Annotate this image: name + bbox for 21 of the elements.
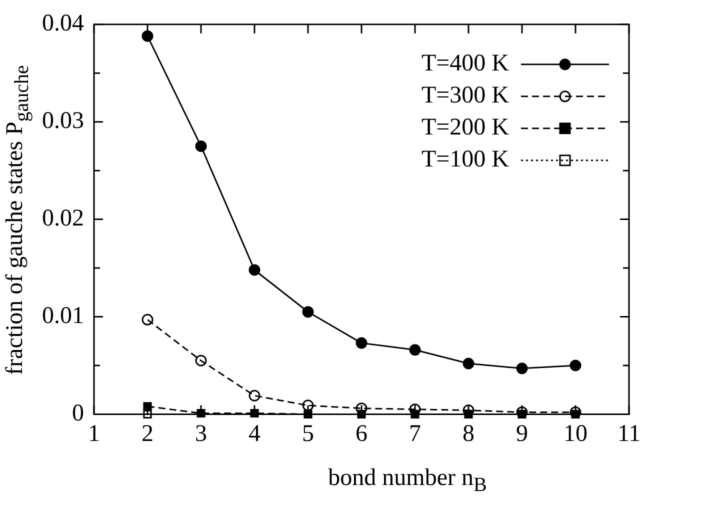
y-tick-label: 0.03 xyxy=(42,108,84,134)
x-tick-label: 5 xyxy=(302,420,314,447)
x-tick-label: 7 xyxy=(409,420,421,447)
x-tick-label: 10 xyxy=(564,420,588,447)
legend-label: T=200 K xyxy=(421,114,510,141)
x-tick-label: 6 xyxy=(356,420,368,447)
x-tick-label: 4 xyxy=(248,420,260,447)
x-axis-title: bond number n$_{B}$ xyxy=(327,465,488,497)
x-tick-label: 9 xyxy=(516,420,528,447)
x-tick-label: 3 xyxy=(195,420,207,447)
x-tick-label: 8 xyxy=(462,420,474,447)
y-tick-label: 0.01 xyxy=(42,303,84,330)
legend-label: T=100 K xyxy=(421,146,510,173)
x-tick-label: 2 xyxy=(142,420,154,447)
y-tick-label: 0 xyxy=(72,400,84,426)
y-tick-label: 0.04 xyxy=(42,10,84,37)
y-tick-label: 0.02 xyxy=(42,206,84,232)
x-tick-label: 1 xyxy=(88,420,100,447)
legend-label: T=400 K xyxy=(421,50,510,77)
x-tick-label: 11 xyxy=(617,420,641,447)
legend-label: T=300 K xyxy=(421,82,510,109)
